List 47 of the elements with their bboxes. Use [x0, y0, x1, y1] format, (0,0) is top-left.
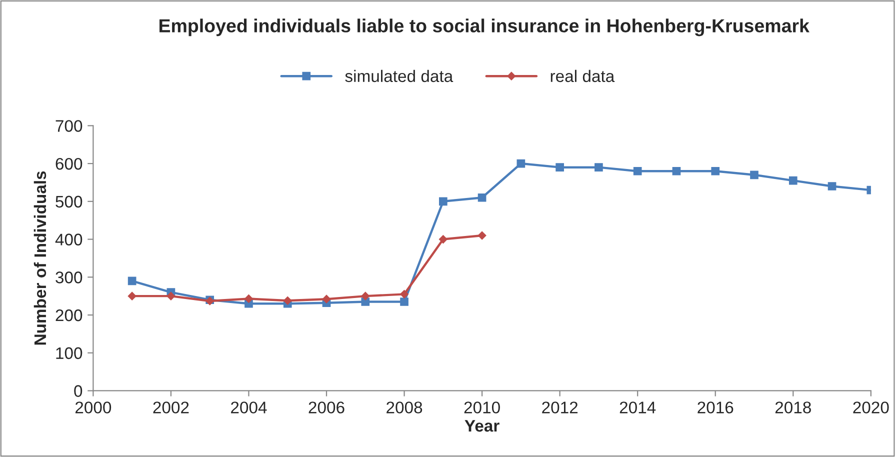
point [128, 292, 136, 300]
y-tick-label: 500 [56, 196, 82, 208]
point [478, 231, 486, 240]
y-tick-label: 200 [56, 309, 82, 322]
point [322, 294, 331, 304]
point [711, 166, 720, 176]
legend-label: simulated data [345, 70, 454, 82]
point [478, 193, 486, 202]
x-tick-label: 2020 [853, 402, 889, 414]
y-tick-label: 100 [56, 347, 82, 360]
point [672, 166, 681, 176]
y-tick-label: 0 [74, 385, 82, 397]
x-tick-label: 2004 [231, 402, 267, 414]
chart-title: Employed individuals liable to social insurance in Hohenberg-Krusemark [160, 18, 810, 36]
point [439, 235, 448, 244]
point [400, 298, 408, 306]
x-tick-label: 2006 [308, 402, 344, 414]
x-axis-title: Year [464, 420, 500, 432]
point [361, 298, 370, 306]
point [361, 292, 370, 300]
point [283, 296, 292, 305]
point [750, 170, 758, 180]
x-tick-label: 2012 [542, 402, 578, 414]
y-tick-label: 300 [56, 272, 82, 284]
x-tick-label: 2016 [698, 402, 734, 414]
x-tick-label: 2018 [775, 402, 811, 414]
point [556, 163, 564, 172]
x-tick-label: 2002 [153, 402, 189, 414]
x-tick-label: 2008 [386, 402, 422, 414]
point [438, 197, 448, 206]
point [400, 290, 408, 298]
point [788, 176, 798, 185]
point [166, 292, 176, 300]
legend-label: real data [550, 70, 615, 82]
point [594, 163, 603, 172]
point [516, 159, 526, 168]
x-tick-label: 2010 [464, 402, 500, 414]
x-tick-label: 2000 [75, 402, 112, 414]
y-axis-title: Number of Individuals [34, 171, 46, 345]
point [633, 166, 642, 176]
point [828, 182, 836, 190]
y-tick-label: 600 [56, 158, 82, 170]
y-tick-label: 400 [55, 234, 82, 246]
point [128, 276, 136, 286]
y-tick-label: 700 [56, 120, 82, 132]
x-tick-label: 2014 [620, 402, 656, 414]
point [244, 294, 253, 303]
